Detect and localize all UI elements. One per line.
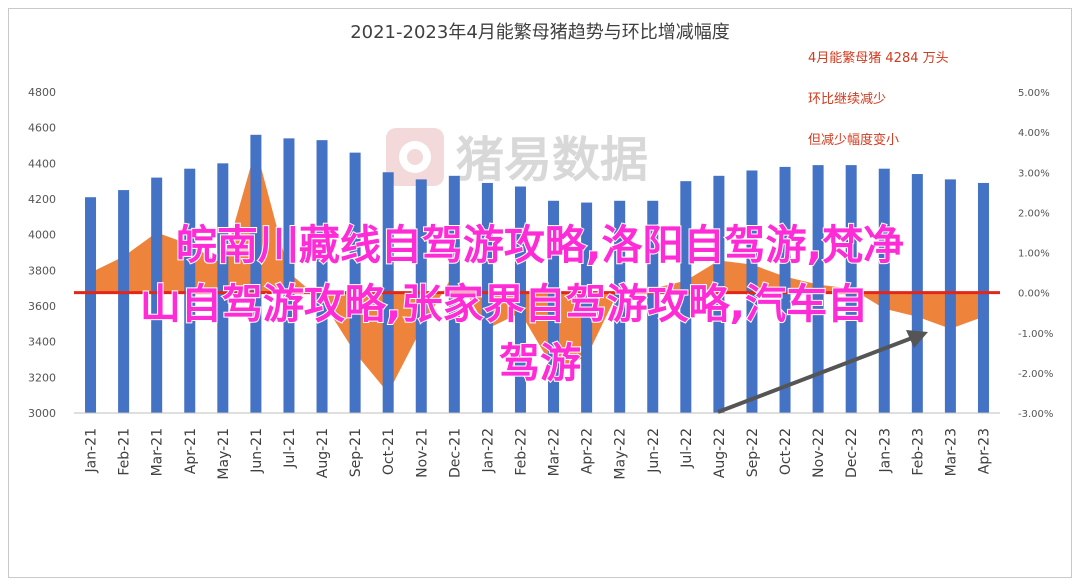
- x-tick-Nov-22: Nov-22: [811, 428, 827, 478]
- x-tick-Oct-21: Oct-21: [381, 428, 397, 475]
- watermark-text: 猪易数据: [456, 132, 648, 188]
- x-tick-Jul-21: Jul-21: [282, 428, 298, 469]
- annotations: 4月能繁母猪 4284 万头 环比继续减少 但减少幅度变小: [808, 50, 949, 148]
- area-fill: [90, 148, 984, 393]
- bar-Aug-21: [316, 140, 328, 413]
- x-tick-Mar-21: Mar-21: [150, 428, 166, 476]
- arrow-head-icon: [906, 330, 928, 348]
- y-left-tick: 4400: [28, 157, 56, 170]
- x-tick-Jun-21: Jun-21: [249, 428, 265, 474]
- x-tick-Dec-21: Dec-21: [447, 428, 463, 478]
- y-right-tick: 0.00%: [1018, 289, 1050, 300]
- bar-Nov-22: [812, 165, 824, 413]
- y-right-tick: 1.00%: [1018, 249, 1050, 260]
- bar-Oct-22: [779, 166, 791, 413]
- y-left-tick: 4800: [28, 86, 56, 99]
- x-tick-Jan-21: Jan-21: [84, 428, 100, 473]
- annotation-1: 4月能繁母猪 4284 万头: [808, 50, 949, 66]
- y-axis-right-ticks: -3.00% -2.00% -1.00% 0.00% 1.00% 2.00% 3.00% 4.…: [1018, 88, 1053, 420]
- x-tick-Mar-23: Mar-23: [943, 428, 959, 476]
- bar-Apr-21: [184, 168, 196, 413]
- bar-May-21: [217, 163, 229, 413]
- x-tick-Jan-23: Jan-23: [877, 428, 893, 473]
- bar-Feb-21: [118, 190, 130, 413]
- x-tick-Apr-21: Apr-21: [183, 428, 199, 474]
- bar-Feb-22: [514, 186, 526, 413]
- y-right-tick: 5.00%: [1018, 88, 1050, 99]
- bar-Sep-21: [349, 152, 361, 413]
- x-tick-Jun-22: Jun-22: [646, 428, 662, 474]
- y-left-tick: 3800: [28, 264, 56, 277]
- overlay-line-2: 山自驾游攻略,张家界自驾游攻略,汽车自: [140, 280, 868, 328]
- y-right-tick: -1.00%: [1018, 329, 1053, 340]
- trend-arrow: [717, 330, 928, 414]
- y-right-tick: -3.00%: [1018, 409, 1053, 420]
- y-axis-left-ticks: 3000 3200 3400 3600 3800 4000 4200 4400 4600 4800: [28, 86, 56, 420]
- bar-Jun-22: [647, 200, 659, 413]
- bar-Jun-21: [250, 134, 262, 414]
- y-right-tick: 4.00%: [1018, 128, 1050, 139]
- y-left-tick: 3200: [28, 371, 56, 384]
- bar-Apr-23: [977, 182, 989, 413]
- bar-Jan-21: [85, 197, 97, 413]
- x-axis-ticks: Jan-21 Feb-21 Mar-21 Apr-21 May-21 Jun-21 Jul-…: [84, 428, 993, 480]
- x-tick-Oct-22: Oct-22: [778, 428, 794, 475]
- y-left-tick: 3000: [28, 407, 56, 420]
- x-tick-Aug-22: Aug-22: [712, 428, 728, 478]
- x-tick-Mar-22: Mar-22: [547, 428, 563, 476]
- bar-May-22: [614, 200, 626, 413]
- bar-Dec-21: [448, 175, 460, 413]
- bar-Apr-22: [581, 202, 593, 413]
- y-right-tick: 3.00%: [1018, 168, 1050, 179]
- overlay-line-3: 驾游: [499, 339, 581, 387]
- x-tick-Feb-21: Feb-21: [117, 428, 133, 476]
- x-tick-Aug-21: Aug-21: [315, 428, 331, 478]
- x-tick-Nov-21: Nov-21: [414, 428, 430, 478]
- area-series: [90, 148, 984, 393]
- x-tick-May-21: May-21: [216, 428, 232, 480]
- watermark: 猪易数据: [386, 128, 648, 188]
- y-left-tick: 3400: [28, 336, 56, 349]
- bar-Aug-22: [713, 175, 725, 413]
- x-tick-Apr-23: Apr-23: [976, 428, 992, 474]
- x-tick-Sep-22: Sep-22: [745, 428, 761, 477]
- y-left-tick: 3600: [28, 300, 56, 313]
- bar-Mar-21: [151, 177, 163, 413]
- x-tick-Dec-22: Dec-22: [844, 428, 860, 478]
- x-tick-Jul-22: Jul-22: [679, 428, 695, 469]
- watermark-logo-icon: [386, 128, 444, 186]
- bar-Mar-22: [548, 200, 560, 413]
- bar-Nov-21: [415, 179, 427, 413]
- x-tick-Jan-22: Jan-22: [480, 428, 496, 473]
- bar-Dec-22: [845, 165, 857, 413]
- bar-Jul-22: [680, 181, 692, 413]
- y-left-tick: 4600: [28, 122, 56, 135]
- y-right-tick: -2.00%: [1018, 369, 1053, 380]
- bar-Jul-21: [283, 138, 295, 413]
- chart-title: 2021-2023年4月能繁母猪趋势与环比增减幅度: [350, 22, 730, 43]
- bar-Jan-23: [878, 168, 890, 413]
- overlay-text: 皖南川藏线自驾游攻略,洛阳自驾游,梵净 山自驾游攻略,张家界自驾游攻略,汽车自 …: [139, 220, 905, 388]
- annotation-2: 环比继续减少: [808, 92, 886, 107]
- y-left-tick: 4000: [28, 229, 56, 242]
- y-right-tick: 2.00%: [1018, 208, 1050, 219]
- x-tick-Apr-22: Apr-22: [580, 428, 596, 474]
- x-tick-Feb-23: Feb-23: [910, 428, 926, 476]
- x-tick-May-22: May-22: [613, 428, 629, 480]
- overlay-line-1: 皖南川藏线自驾游攻略,洛阳自驾游,梵净: [176, 221, 904, 269]
- y-left-tick: 4200: [28, 193, 56, 206]
- bar-Mar-23: [944, 179, 956, 413]
- bar-Jan-22: [481, 182, 493, 413]
- x-tick-Feb-22: Feb-22: [513, 428, 529, 476]
- annotation-3: 但减少幅度变小: [808, 132, 899, 148]
- x-tick-Sep-21: Sep-21: [348, 428, 364, 477]
